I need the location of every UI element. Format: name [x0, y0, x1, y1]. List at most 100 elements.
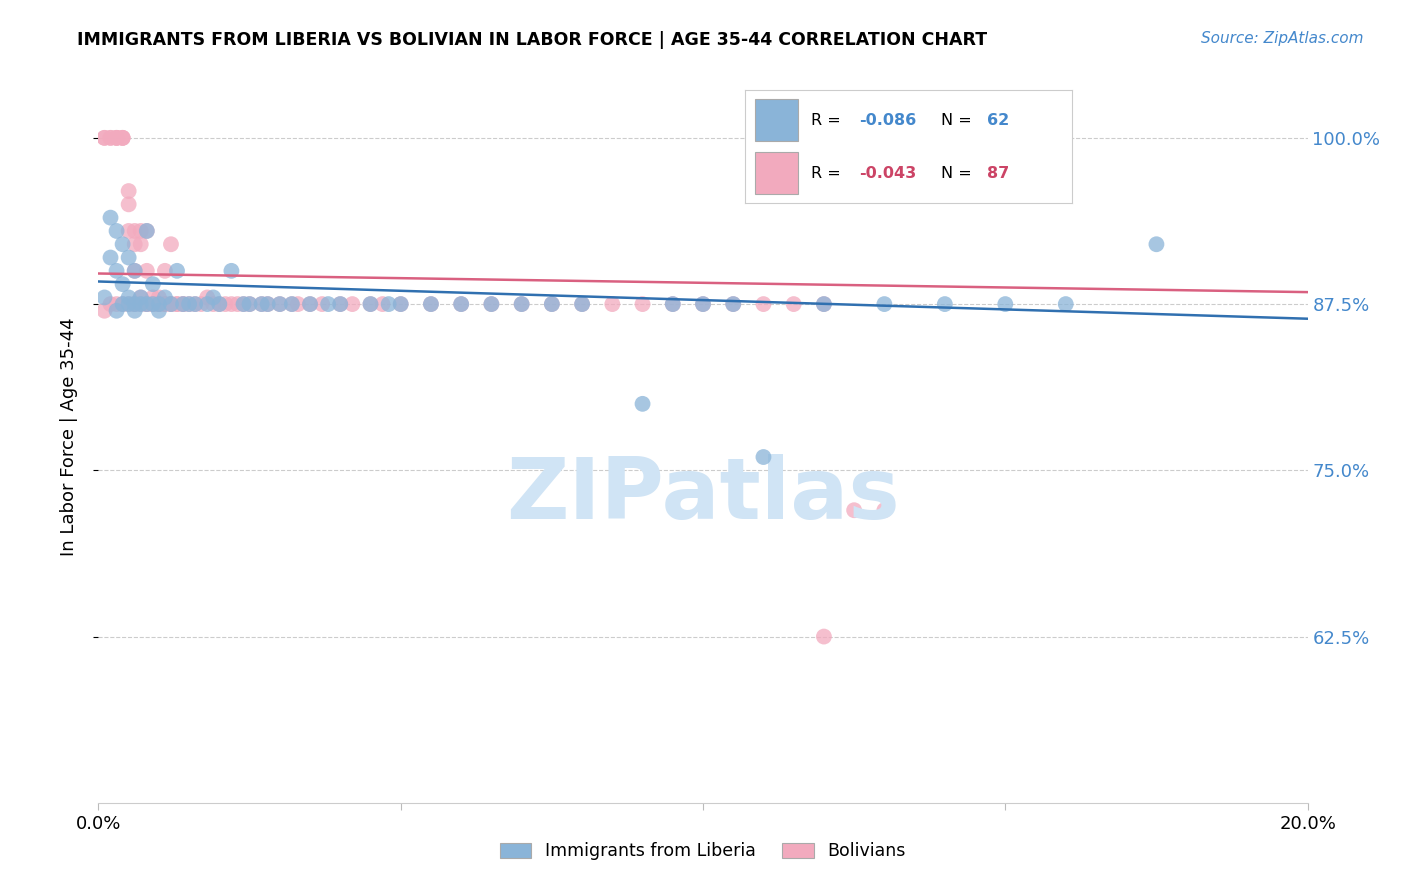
Point [692, 297, 714, 311]
Point [153, 264, 176, 278]
Point [166, 297, 188, 311]
Point [287, 297, 309, 311]
Point [105, 224, 128, 238]
Point [844, 503, 866, 517]
Point [342, 297, 364, 311]
Point [142, 297, 165, 311]
Point [873, 297, 896, 311]
Point [232, 297, 254, 311]
Legend: Immigrants from Liberia, Bolivians: Immigrants from Liberia, Bolivians [494, 836, 912, 867]
Point [160, 297, 183, 311]
Point [316, 297, 339, 311]
Point [299, 297, 322, 311]
Point [813, 297, 835, 311]
Point [190, 297, 212, 311]
Point [124, 297, 146, 311]
Point [256, 297, 278, 311]
Point [202, 297, 225, 311]
Point [723, 297, 745, 311]
Point [129, 224, 152, 238]
Point [160, 237, 183, 252]
Point [172, 297, 194, 311]
Point [420, 297, 443, 311]
Point [195, 297, 218, 311]
Text: IMMIGRANTS FROM LIBERIA VS BOLIVIAN IN LABOR FORCE | AGE 35-44 CORRELATION CHART: IMMIGRANTS FROM LIBERIA VS BOLIVIAN IN L… [77, 31, 987, 49]
Point [160, 297, 183, 311]
Point [129, 290, 152, 304]
Point [311, 297, 333, 311]
Point [250, 297, 273, 311]
Point [329, 297, 352, 311]
Point [100, 297, 122, 311]
Point [481, 297, 503, 311]
Point [389, 297, 412, 311]
Point [540, 297, 562, 311]
Point [299, 297, 322, 311]
Point [111, 297, 134, 311]
Point [124, 237, 146, 252]
Point [571, 297, 593, 311]
Point [723, 297, 745, 311]
Point [692, 297, 714, 311]
Point [269, 297, 291, 311]
Point [752, 450, 775, 464]
Point [360, 297, 382, 311]
Point [142, 297, 165, 311]
Point [752, 297, 775, 311]
Point [226, 297, 249, 311]
Point [142, 290, 165, 304]
Point [142, 277, 165, 292]
Point [124, 297, 146, 311]
Point [135, 297, 157, 311]
Point [135, 224, 157, 238]
Point [118, 251, 141, 265]
Point [148, 290, 170, 304]
Point [208, 297, 231, 311]
Point [195, 290, 218, 304]
Point [813, 297, 835, 311]
Text: ZIPatlas: ZIPatlas [506, 454, 900, 537]
Point [239, 297, 262, 311]
Point [420, 297, 443, 311]
Point [100, 131, 122, 145]
Point [208, 297, 231, 311]
Point [631, 297, 654, 311]
Point [129, 297, 152, 311]
Point [111, 237, 134, 252]
Point [135, 264, 157, 278]
Point [93, 131, 115, 145]
Point [105, 297, 128, 311]
Point [148, 297, 170, 311]
Point [118, 297, 141, 311]
Point [602, 297, 624, 311]
Point [105, 131, 128, 145]
Point [111, 131, 134, 145]
Point [135, 224, 157, 238]
Point [813, 630, 835, 644]
Point [232, 297, 254, 311]
Point [994, 297, 1017, 311]
Point [93, 131, 115, 145]
Point [153, 290, 176, 304]
Point [118, 290, 141, 304]
Point [172, 297, 194, 311]
Point [111, 277, 134, 292]
Point [1054, 297, 1077, 311]
Point [329, 297, 352, 311]
Point [118, 184, 141, 198]
Point [124, 297, 146, 311]
Point [934, 297, 956, 311]
Point [510, 297, 533, 311]
Point [100, 211, 122, 225]
Point [179, 297, 201, 311]
Point [118, 297, 141, 311]
Point [631, 397, 654, 411]
Point [661, 297, 683, 311]
Point [105, 131, 128, 145]
Point [111, 131, 134, 145]
Point [214, 297, 236, 311]
Point [129, 290, 152, 304]
Point [124, 264, 146, 278]
Point [360, 297, 382, 311]
Point [135, 297, 157, 311]
